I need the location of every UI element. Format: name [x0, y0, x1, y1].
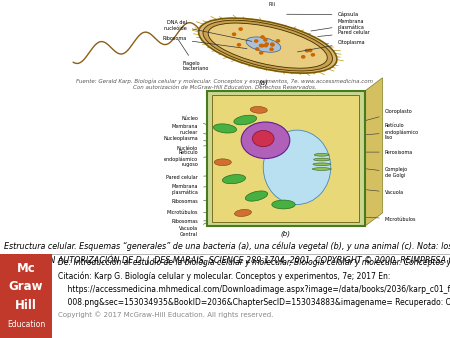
Text: Citoplasma: Citoplasma	[297, 40, 365, 52]
Text: Citación: Karp G. Biología celular y molecular. Conceptos y experimentos, 7e; 20: Citación: Karp G. Biología celular y mol…	[58, 271, 390, 281]
Text: Retículo
endoplásmico
rugoso: Retículo endoplásmico rugoso	[164, 150, 225, 167]
Text: Ribosoma: Ribosoma	[162, 37, 247, 49]
Circle shape	[276, 40, 279, 42]
Text: Hill: Hill	[15, 299, 37, 312]
Text: Estructura celular. Esquemas “generales” de una bacteria (a), una célula vegetal: Estructura celular. Esquemas “generales”…	[4, 242, 450, 251]
Circle shape	[261, 36, 264, 38]
FancyBboxPatch shape	[207, 91, 364, 226]
Ellipse shape	[234, 210, 252, 216]
Ellipse shape	[198, 18, 337, 73]
Circle shape	[259, 44, 262, 47]
Circle shape	[270, 43, 274, 45]
Text: Peroxisoma: Peroxisoma	[363, 150, 413, 154]
Circle shape	[264, 39, 267, 41]
Text: Pared celular: Pared celular	[318, 30, 369, 37]
Text: Ribosomas: Ribosomas	[171, 219, 245, 224]
Text: (a): (a)	[258, 79, 268, 86]
Text: (b): (b)	[281, 231, 291, 237]
Circle shape	[265, 43, 268, 45]
Ellipse shape	[245, 191, 268, 201]
Ellipse shape	[203, 20, 333, 71]
Circle shape	[309, 49, 312, 52]
Circle shape	[271, 44, 274, 46]
Ellipse shape	[313, 163, 330, 166]
Text: DNA del
nucleóide: DNA del nucleóide	[163, 20, 252, 41]
Text: https://accessmedicina.mhmedical.com/Downloadimage.aspx?image=/data/books/2036/k: https://accessmedicina.mhmedical.com/Dow…	[58, 285, 450, 294]
Ellipse shape	[234, 115, 256, 125]
Text: Membrana
plasmática: Membrana plasmática	[311, 19, 365, 31]
Ellipse shape	[263, 130, 331, 204]
Text: Copyright © 2017 McGraw-Hill Education. All rights reserved.: Copyright © 2017 McGraw-Hill Education. …	[58, 312, 273, 318]
Text: Cápsula: Cápsula	[287, 12, 359, 17]
Text: Núcleo: Núcleo	[181, 116, 240, 137]
Ellipse shape	[250, 106, 267, 113]
Ellipse shape	[241, 122, 290, 159]
Circle shape	[311, 54, 315, 56]
FancyBboxPatch shape	[212, 95, 359, 222]
Text: Complejo
de Golgi: Complejo de Golgi	[327, 164, 408, 178]
Text: Graw: Graw	[9, 280, 43, 293]
Text: De: Introducción al estudio de la biología celular y molecular, Biología celular: De: Introducción al estudio de la biolog…	[58, 258, 450, 267]
Ellipse shape	[314, 158, 330, 161]
Text: Vacuola
Central: Vacuola Central	[179, 180, 294, 237]
Circle shape	[256, 48, 259, 50]
Circle shape	[260, 52, 263, 54]
Ellipse shape	[312, 168, 331, 170]
Text: Nucleoplasma: Nucleoplasma	[163, 136, 252, 145]
Circle shape	[306, 49, 309, 52]
Bar	[0, 254, 52, 338]
Ellipse shape	[214, 159, 231, 166]
Text: Cloroplasto: Cloroplasto	[302, 109, 413, 138]
Text: Microtúbulos: Microtúbulos	[166, 210, 238, 215]
Text: Flagelo
bacteriano: Flagelo bacteriano	[178, 40, 209, 71]
Text: Membrana
plasmática: Membrana plasmática	[171, 184, 211, 195]
Circle shape	[270, 48, 273, 50]
Text: Fuente: Gerald Karp. Biología celular y molecular. Conceptos y experimentos, 7e.: Fuente: Gerald Karp. Biología celular y …	[76, 78, 373, 90]
Ellipse shape	[222, 174, 246, 184]
Ellipse shape	[314, 153, 329, 156]
Text: Vacuola: Vacuola	[331, 186, 404, 195]
Circle shape	[238, 44, 241, 46]
Text: Retículo
endoplásmico
liso: Retículo endoplásmico liso	[363, 123, 419, 140]
Ellipse shape	[213, 124, 237, 133]
Ellipse shape	[208, 23, 327, 68]
Text: Nucléolo: Nucléolo	[177, 139, 261, 150]
Text: Ribosomas: Ribosomas	[171, 199, 222, 203]
Text: Pared celular: Pared celular	[166, 175, 207, 180]
Circle shape	[239, 28, 242, 30]
Polygon shape	[364, 78, 382, 226]
Circle shape	[264, 44, 267, 47]
Circle shape	[261, 45, 264, 47]
Text: 008.png&sec=153034935&BookID=2036&ChapterSecID=153034883&imagename= Recuperado: : 008.png&sec=153034935&BookID=2036&Chapte…	[58, 298, 450, 307]
Text: escala. (CON AUTORIZACIÓN DE D. J. DES MARAIS, SCIENCE 289:1704, 2001. COPYRIGHT: escala. (CON AUTORIZACIÓN DE D. J. DES M…	[4, 254, 450, 265]
Text: Education: Education	[7, 319, 45, 329]
Ellipse shape	[246, 37, 281, 52]
Circle shape	[233, 33, 236, 35]
Ellipse shape	[252, 130, 274, 147]
Ellipse shape	[272, 200, 295, 209]
Text: Pili: Pili	[269, 2, 276, 7]
Circle shape	[302, 56, 305, 58]
Text: Membrana
nuclear: Membrana nuclear	[171, 124, 240, 142]
Text: Microtúbulos: Microtúbulos	[315, 215, 416, 221]
Text: Mc: Mc	[17, 262, 35, 275]
Circle shape	[255, 40, 258, 42]
